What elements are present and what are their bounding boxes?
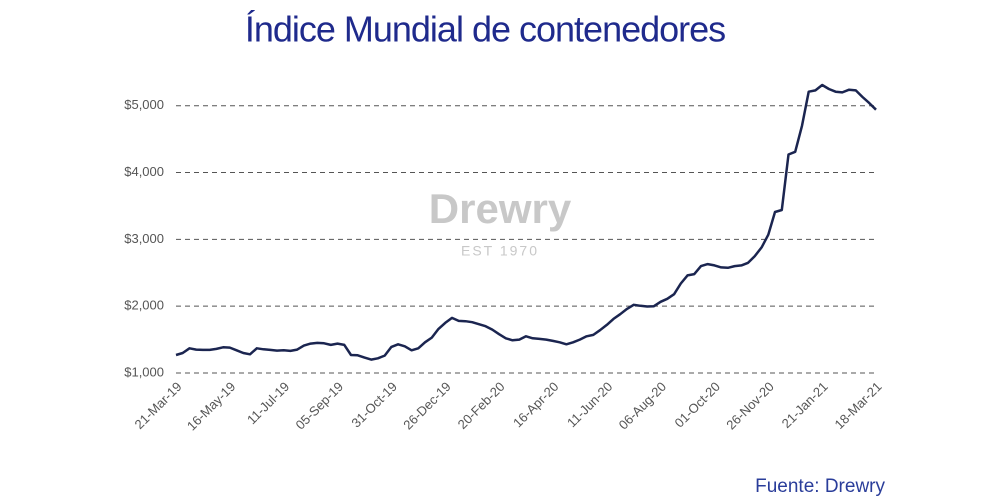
y-tick-label: $3,000 [124, 231, 164, 246]
x-tick-label: 16-Apr-20 [510, 379, 561, 430]
x-tick-label: 20-Feb-20 [455, 379, 508, 432]
x-tick-label: 11-Jul-19 [244, 379, 292, 427]
source: Fuente: Drewry [755, 476, 885, 497]
x-tick-label: 01-Oct-20 [672, 379, 723, 430]
x-tick-label: 31-Oct-19 [348, 379, 399, 430]
x-tick-label: 06-Aug-20 [616, 379, 670, 433]
x-tick-label: 26-Dec-19 [400, 379, 454, 433]
x-tick-label: 26-Nov-20 [723, 379, 777, 433]
x-tick-label: 11-Jun-20 [564, 379, 615, 430]
chart-title: Índice Mundial de contenedores [245, 9, 725, 50]
y-tick-label: $1,000 [124, 364, 164, 379]
x-tick-label: 21-Mar-19 [132, 379, 185, 432]
x-tick-label: 05-Sep-19 [293, 379, 347, 433]
data-line [175, 83, 877, 361]
y-tick-label: $4,000 [124, 164, 164, 179]
x-tick-label: 16-May-19 [184, 379, 239, 434]
watermark: Drewry [429, 185, 572, 232]
y-tick-label: $5,000 [124, 97, 164, 112]
y-tick-label: $2,000 [124, 298, 164, 313]
x-tick-label: 21-Jan-21 [779, 379, 831, 431]
x-tick-label: 18-Mar-21 [832, 379, 885, 432]
watermark-sub: EST 1970 [461, 243, 539, 259]
